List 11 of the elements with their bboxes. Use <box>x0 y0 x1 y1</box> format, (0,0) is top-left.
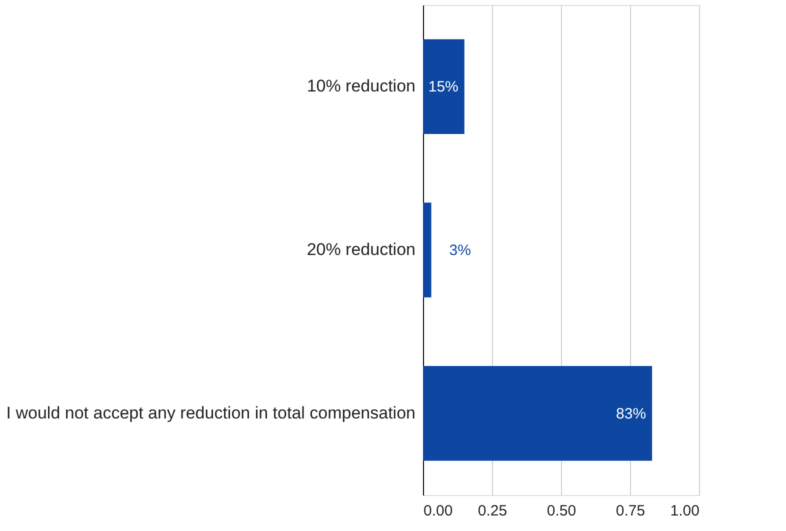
text: 0.75 <box>616 502 646 520</box>
text: 0.25 <box>478 502 508 520</box>
y-tick-label: 10% reduction <box>306 76 416 96</box>
data-label: 3% <box>449 242 471 259</box>
text: 1.00 <box>670 502 700 520</box>
data-label: 15% <box>428 78 458 96</box>
data-label: 83% <box>616 405 646 422</box>
text: 0.00 <box>424 502 453 520</box>
y-tick-label: 20% reduction <box>306 240 416 259</box>
text: 0.50 <box>546 502 576 520</box>
y-tick-label: I would not accept any reduction in total compensation <box>6 403 416 422</box>
